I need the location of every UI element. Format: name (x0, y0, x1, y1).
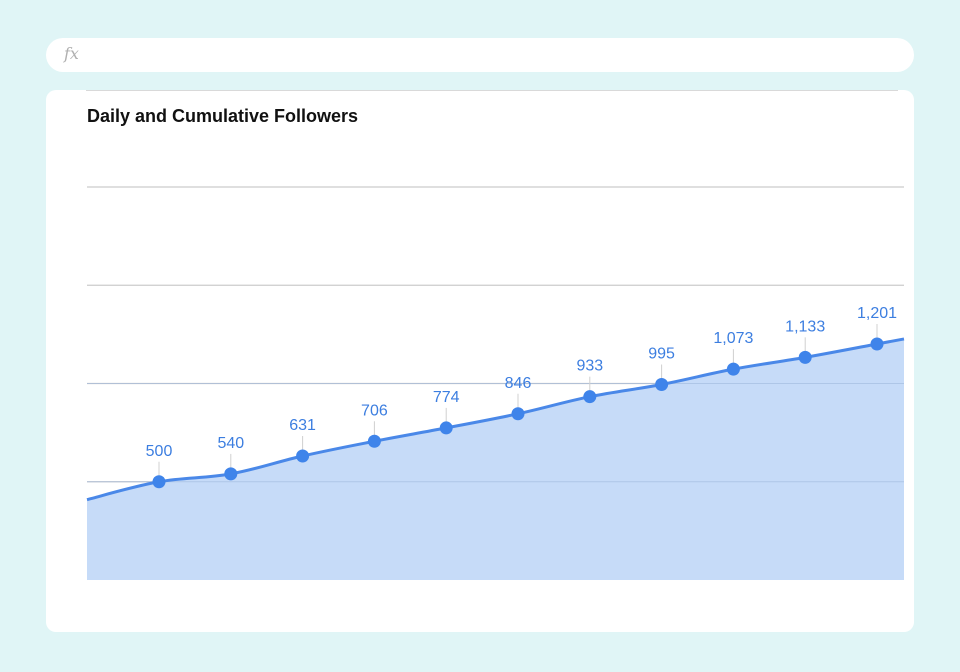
chart-title: Daily and Cumulative Followers (87, 106, 359, 126)
data-label: 500 (146, 443, 173, 460)
data-point (583, 390, 597, 404)
series-area (87, 338, 904, 580)
data-label: 1,201 (857, 305, 897, 322)
data-point (511, 407, 525, 421)
data-label: 774 (433, 389, 460, 406)
grid-lines-overlay (87, 383, 904, 483)
data-label: 540 (217, 435, 244, 452)
data-label: 846 (505, 375, 532, 392)
data-label: 933 (576, 358, 603, 375)
data-point (224, 467, 238, 481)
data-point (439, 421, 453, 435)
chart-card: Daily and Cumulative Followers 500 540 631… (46, 90, 914, 632)
fx-icon: fx (64, 44, 79, 63)
formula-bar[interactable]: fx (46, 38, 914, 72)
data-label: 631 (289, 417, 316, 434)
card-divider (86, 90, 898, 91)
data-point (152, 475, 166, 489)
data-point (296, 449, 310, 463)
data-label: 706 (361, 402, 388, 419)
area-chart: 500 540 631 706 774 846 933 995 1,073 1,133 1,201 (86, 186, 905, 580)
data-point (367, 434, 381, 448)
data-label: 1,133 (785, 318, 825, 335)
data-point (655, 377, 669, 391)
data-point (726, 362, 740, 376)
data-label: 995 (648, 345, 675, 362)
data-point (870, 337, 884, 351)
data-label: 1,073 (713, 330, 753, 347)
data-point (798, 350, 812, 364)
